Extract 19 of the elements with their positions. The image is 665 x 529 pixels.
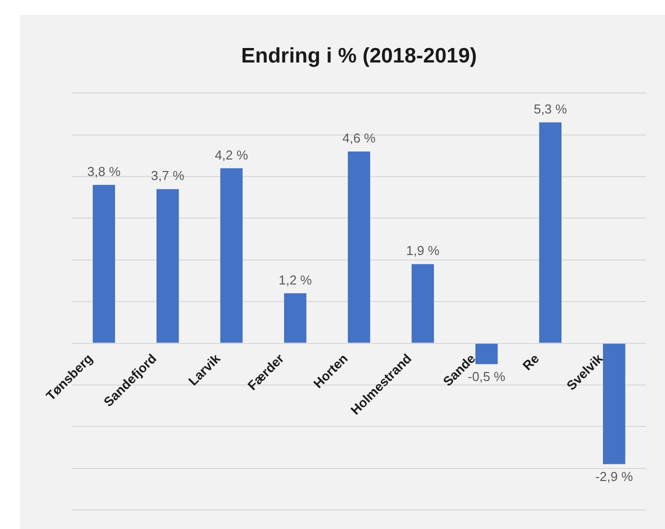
- data-label: 3,7 %: [151, 168, 185, 184]
- bar: [412, 264, 434, 343]
- bar: [220, 168, 243, 343]
- data-label: 4,2 %: [214, 147, 249, 162]
- data-label: 5,3 %: [534, 101, 568, 116]
- bar: [475, 344, 498, 364]
- data-label: -2,9 %: [595, 469, 634, 484]
- x-tick-label: Re: [520, 350, 542, 374]
- bar: [156, 189, 179, 343]
- data-label: 4,6 %: [342, 130, 376, 146]
- data-label: 1,9 %: [406, 243, 440, 258]
- bar: [92, 184, 116, 343]
- bar: [539, 122, 562, 343]
- data-label: 3,8 %: [87, 164, 121, 179]
- data-label: 1,2 %: [278, 272, 312, 288]
- chart-title: Endring i % (2018-2019): [241, 44, 477, 68]
- bar: [602, 344, 626, 464]
- bar: [348, 152, 370, 343]
- bar: [284, 293, 306, 343]
